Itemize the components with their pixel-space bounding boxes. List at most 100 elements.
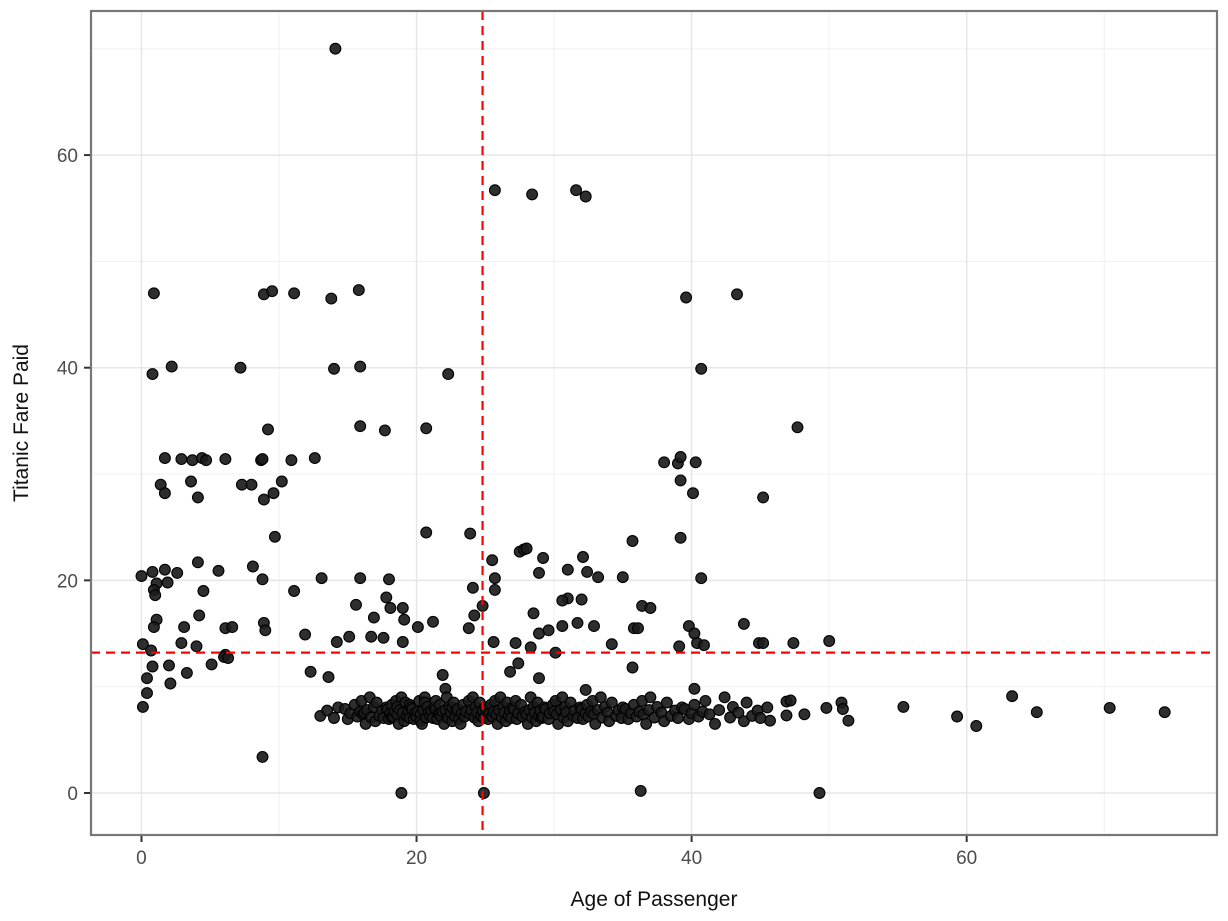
data-point — [256, 573, 269, 586]
data-point — [245, 478, 258, 491]
data-point — [813, 787, 826, 799]
data-point — [256, 750, 269, 763]
data-point — [191, 556, 204, 569]
data-point — [632, 622, 644, 635]
data-point — [740, 696, 753, 709]
data-point — [442, 368, 455, 381]
data-point — [658, 456, 671, 469]
data-point — [1103, 701, 1116, 714]
data-point — [579, 190, 592, 203]
data-point — [466, 581, 479, 594]
data-point — [285, 454, 298, 467]
data-point — [537, 552, 550, 564]
data-point — [163, 659, 175, 672]
gridlines-minor — [91, 11, 1217, 835]
data-point — [488, 184, 501, 197]
data-point — [737, 617, 750, 630]
data-point — [626, 661, 639, 674]
data-point — [343, 630, 356, 643]
data-point — [370, 696, 383, 709]
data-point — [378, 424, 391, 437]
data-point — [512, 657, 525, 670]
data-point — [970, 720, 983, 732]
x-tick-label: 20 — [406, 848, 427, 869]
data-point — [178, 621, 191, 634]
data-point — [842, 714, 855, 727]
data-point — [175, 453, 188, 466]
data-point — [136, 700, 149, 713]
data-point — [542, 624, 555, 637]
data-point — [354, 420, 367, 433]
data-point — [315, 572, 328, 585]
data-point — [581, 565, 594, 578]
y-tick-label: 0 — [67, 784, 78, 805]
data-point — [634, 784, 647, 797]
data-point — [488, 583, 501, 596]
data-point — [158, 487, 171, 500]
x-tick-label: 40 — [681, 848, 702, 869]
data-point — [164, 677, 177, 690]
data-point — [158, 452, 171, 465]
data-point — [757, 637, 770, 650]
data-point — [561, 563, 574, 576]
data-point — [556, 620, 569, 633]
data-point — [674, 531, 687, 544]
data-point — [383, 573, 395, 586]
data-point — [226, 621, 239, 634]
data-point — [464, 527, 477, 540]
y-tick-label: 60 — [57, 146, 78, 167]
data-point — [190, 640, 203, 653]
data-point — [462, 622, 475, 635]
data-point — [787, 637, 800, 650]
data-point — [146, 565, 159, 578]
data-point — [328, 362, 340, 375]
data-point — [420, 422, 433, 435]
data-point — [257, 493, 270, 506]
data-point — [322, 671, 335, 684]
data-point — [616, 571, 629, 584]
data-point — [524, 641, 537, 654]
data-point — [533, 672, 545, 685]
data-point — [141, 687, 153, 700]
data-point — [219, 453, 232, 466]
data-point — [396, 636, 409, 648]
data-point — [427, 615, 439, 628]
data-point — [509, 637, 522, 650]
data-point — [570, 184, 583, 197]
data-point — [784, 694, 797, 707]
data-point — [411, 621, 424, 634]
data-point — [171, 566, 184, 579]
data-point — [468, 609, 481, 622]
data-point — [761, 701, 774, 714]
data-point — [836, 703, 849, 715]
data-point — [147, 621, 160, 634]
data-point — [147, 287, 160, 300]
data-point — [436, 669, 449, 681]
data-point — [268, 530, 281, 543]
data-point — [592, 571, 605, 584]
data-point — [951, 710, 964, 723]
data-point — [660, 696, 673, 709]
data-point — [644, 602, 657, 614]
data-point — [234, 361, 247, 374]
data-point — [640, 717, 653, 730]
x-tick-label: 0 — [136, 848, 147, 869]
data-point — [687, 487, 699, 500]
data-point — [135, 570, 148, 583]
data-point — [644, 691, 657, 704]
data-point — [709, 717, 721, 730]
data-point — [575, 593, 588, 606]
data-point — [299, 628, 312, 641]
data-point — [798, 708, 811, 721]
data-point — [698, 639, 710, 652]
data-point — [165, 360, 178, 373]
data-point — [526, 188, 539, 201]
data-point — [737, 715, 750, 728]
data-point — [275, 475, 288, 488]
data-point — [731, 288, 743, 301]
data-point — [377, 631, 390, 644]
data-point — [1030, 706, 1043, 719]
data-point — [266, 285, 279, 298]
